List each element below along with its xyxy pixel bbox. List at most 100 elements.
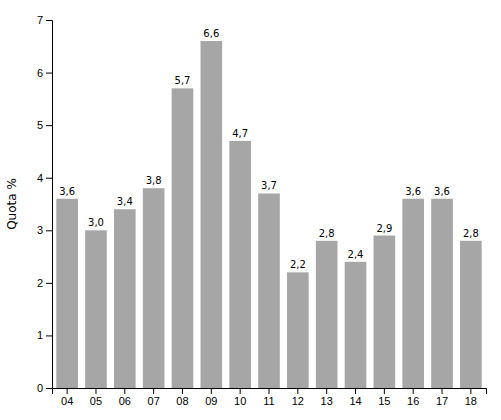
x-axis-line xyxy=(53,389,487,395)
x-tick: 06 xyxy=(119,388,131,407)
bar xyxy=(201,41,223,388)
data-label: 3,6 xyxy=(405,186,421,197)
bar xyxy=(316,241,338,388)
x-tick-mark xyxy=(153,388,154,394)
x-tick-mark xyxy=(124,388,125,394)
y-tick-label: 2 xyxy=(37,277,43,289)
x-tick-label: 08 xyxy=(176,395,188,407)
x-tick: 17 xyxy=(436,388,448,407)
y-tick: 5 xyxy=(37,119,52,131)
y-tick: 6 xyxy=(37,67,52,79)
bar xyxy=(143,188,165,388)
y-tick-mark xyxy=(46,388,52,389)
x-tick-label: 12 xyxy=(292,395,304,407)
y-tick-mark xyxy=(46,230,52,231)
x-tick-mark xyxy=(67,388,68,394)
y-tick: 2 xyxy=(37,277,52,289)
data-label: 2,8 xyxy=(319,228,335,239)
y-tick-label: 5 xyxy=(37,119,43,131)
bar xyxy=(56,199,78,388)
x-tick-mark xyxy=(326,388,327,394)
x-tick-label: 09 xyxy=(205,395,217,407)
chart-svg: 012345670405060708091011121314151617183,… xyxy=(0,0,501,420)
y-tick-mark xyxy=(46,178,52,179)
x-tick: 16 xyxy=(407,388,419,407)
bar xyxy=(460,241,482,388)
x-tick-label: 04 xyxy=(61,395,73,407)
x-axis: 04 05 06 07 08 09 10 11 12 13 14 15 16 17 18 xyxy=(53,388,487,407)
y-tick: 0 xyxy=(37,382,52,394)
x-tick: 13 xyxy=(321,388,333,407)
bar xyxy=(287,272,309,388)
data-label: 2,8 xyxy=(463,228,479,239)
bar xyxy=(402,199,424,388)
y-tick-mark xyxy=(46,125,52,126)
data-labels: 3,63,03,43,85,76,64,73,72,22,82,42,93,63… xyxy=(59,28,479,270)
x-tick-mark xyxy=(240,388,241,394)
x-tick: 12 xyxy=(292,388,304,407)
bar xyxy=(345,262,367,388)
y-tick-label: 0 xyxy=(37,382,43,394)
x-tick: 10 xyxy=(234,388,246,407)
x-tick: 15 xyxy=(378,388,390,407)
x-tick-label: 15 xyxy=(378,395,390,407)
plot-area: 012345670405060708091011121314151617183,… xyxy=(37,14,487,407)
y-axis-line xyxy=(46,21,53,389)
x-tick-mark xyxy=(297,388,298,394)
x-tick-mark xyxy=(442,388,443,394)
data-label: 3,6 xyxy=(59,186,75,197)
data-label: 6,6 xyxy=(203,28,219,39)
x-tick-mark xyxy=(182,388,183,394)
y-tick-mark xyxy=(46,283,52,284)
x-tick-label: 07 xyxy=(148,395,160,407)
bar xyxy=(258,193,280,388)
x-tick: 05 xyxy=(90,388,102,407)
y-tick-label: 4 xyxy=(37,172,43,184)
x-tick-mark xyxy=(384,388,385,394)
x-tick-label: 05 xyxy=(90,395,102,407)
y-tick-mark xyxy=(46,335,52,336)
y-tick-label: 1 xyxy=(37,329,43,341)
x-tick-mark xyxy=(211,388,212,394)
y-tick: 7 xyxy=(37,14,52,26)
x-tick-label: 13 xyxy=(321,395,333,407)
y-tick-mark xyxy=(46,20,52,21)
x-tick: 07 xyxy=(148,388,160,407)
x-tick-label: 06 xyxy=(119,395,131,407)
data-label: 3,4 xyxy=(117,196,133,207)
y-tick: 3 xyxy=(37,224,52,236)
y-tick-mark xyxy=(46,73,52,74)
bar xyxy=(172,88,194,388)
y-tick: 1 xyxy=(37,329,52,341)
x-tick-label: 14 xyxy=(349,395,361,407)
x-tick: 04 xyxy=(61,388,73,407)
data-label: 2,2 xyxy=(290,259,306,270)
bars xyxy=(56,41,481,388)
y-axis-title: Quota % xyxy=(5,178,19,230)
x-tick-mark xyxy=(413,388,414,394)
data-label: 2,4 xyxy=(348,249,364,260)
x-tick: 14 xyxy=(349,388,361,407)
x-tick-label: 11 xyxy=(263,395,274,407)
x-tick: 11 xyxy=(263,388,274,407)
x-tick: 09 xyxy=(205,388,217,407)
x-tick-label: 17 xyxy=(436,395,448,407)
chart-container: 012345670405060708091011121314151617183,… xyxy=(0,0,501,420)
data-label: 3,6 xyxy=(434,186,450,197)
data-label: 3,7 xyxy=(261,180,277,191)
x-tick-mark xyxy=(470,388,471,394)
x-tick-mark xyxy=(269,388,270,394)
bar xyxy=(431,199,453,388)
bar xyxy=(229,141,251,388)
data-label: 2,9 xyxy=(376,223,392,234)
x-tick-mark xyxy=(355,388,356,394)
data-label: 3,8 xyxy=(146,175,162,186)
data-label: 3,0 xyxy=(88,217,104,228)
x-tick: 18 xyxy=(465,388,477,407)
y-axis: 0 1 2 3 4 5 6 7 xyxy=(37,14,53,394)
x-tick-mark xyxy=(95,388,96,394)
y-tick: 4 xyxy=(37,172,52,184)
data-label: 4,7 xyxy=(232,128,248,139)
y-tick-label: 7 xyxy=(37,14,43,26)
y-tick-label: 3 xyxy=(37,224,43,236)
